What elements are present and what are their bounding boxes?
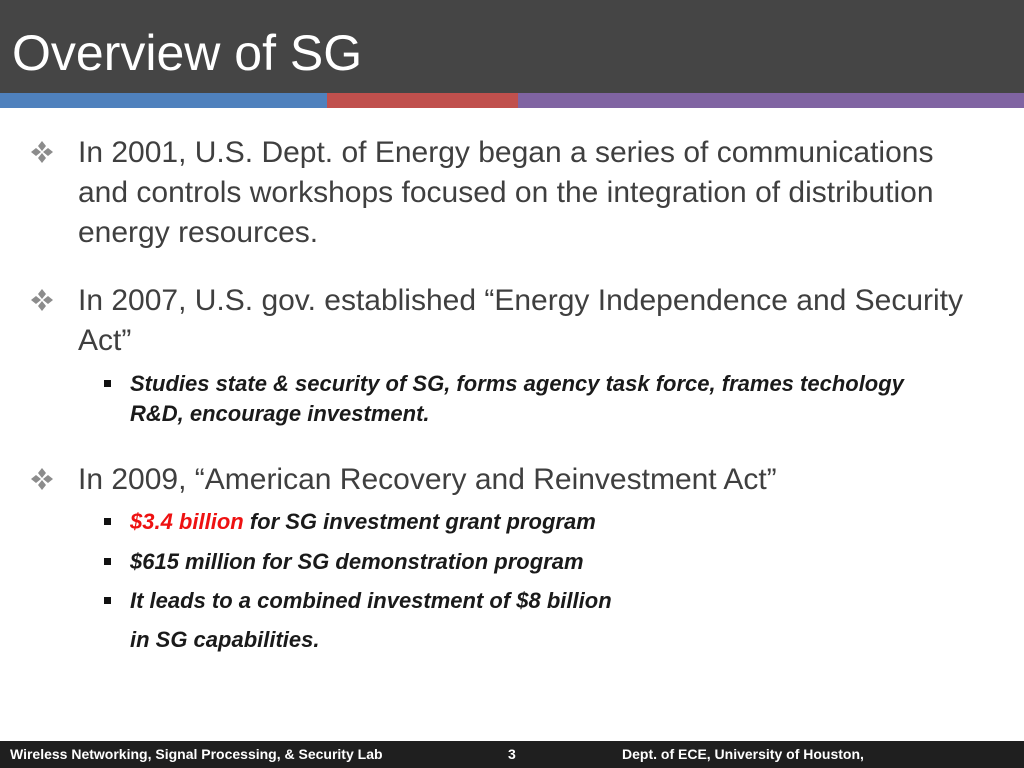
- page-number: 3: [508, 746, 516, 762]
- sub-bullet-combined: It leads to a combined investment of $8 …: [130, 588, 612, 613]
- accent-stripe-red: [327, 93, 518, 108]
- square-bullet-icon: [104, 380, 111, 387]
- square-bullet-icon: [104, 558, 111, 565]
- bullet-2007: In 2007, U.S. gov. established “Energy I…: [78, 284, 964, 357]
- diamond-bullet-icon: [31, 289, 53, 311]
- highlight-amount: $3.4 billion: [130, 509, 244, 534]
- sub-bullet-continuation: in SG capabilities.: [130, 627, 320, 652]
- footer-department: Dept. of ECE, University of Houston,: [622, 746, 864, 762]
- accent-stripe-purple: [518, 93, 1024, 108]
- bullet-2001: In 2001, U.S. Dept. of Energy began a se…: [78, 136, 934, 249]
- square-bullet-icon: [104, 518, 111, 525]
- sub-bullet-demonstration: $615 million for SG demonstration progra…: [130, 549, 584, 574]
- square-bullet-icon: [104, 597, 111, 604]
- footer-lab-name: Wireless Networking, Signal Processing, …: [10, 746, 383, 762]
- diamond-bullet-icon: [31, 468, 53, 490]
- slide-title: Overview of SG: [12, 25, 363, 81]
- sub-bullet-studies: Studies state & security of SG, forms ag…: [130, 371, 904, 426]
- footer: Wireless Networking, Signal Processing, …: [0, 741, 1024, 768]
- diamond-bullet-icon: [31, 141, 53, 163]
- sub-bullet-grant-text: for SG investment grant program: [243, 509, 596, 534]
- sub-bullet-grant: $3.4 billion for SG investment grant pro…: [130, 507, 930, 537]
- title-bar: Overview of SG: [0, 0, 1024, 93]
- bullet-2009: In 2009, “American Recovery and Reinvest…: [78, 463, 777, 496]
- accent-stripe-blue: [0, 93, 327, 108]
- slide-content: In 2001, U.S. Dept. of Energy began a se…: [31, 136, 964, 652]
